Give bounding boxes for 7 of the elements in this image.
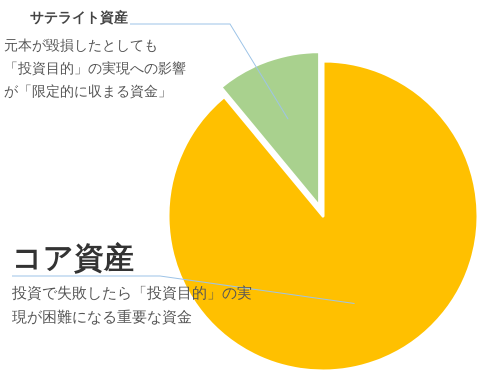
text: 「投資目的」の実現への影響: [4, 61, 186, 77]
slice-label: サテライト資産: [30, 9, 128, 26]
text: が「限定的に収まる資金」: [4, 84, 172, 100]
slice-label: コア資産: [12, 241, 134, 276]
text: 投資で失敗したら「投資目的」の実: [11, 284, 252, 302]
text: 元本が毀損したとしても: [4, 38, 158, 54]
text: 現が困難になる重要な資金: [12, 308, 192, 326]
